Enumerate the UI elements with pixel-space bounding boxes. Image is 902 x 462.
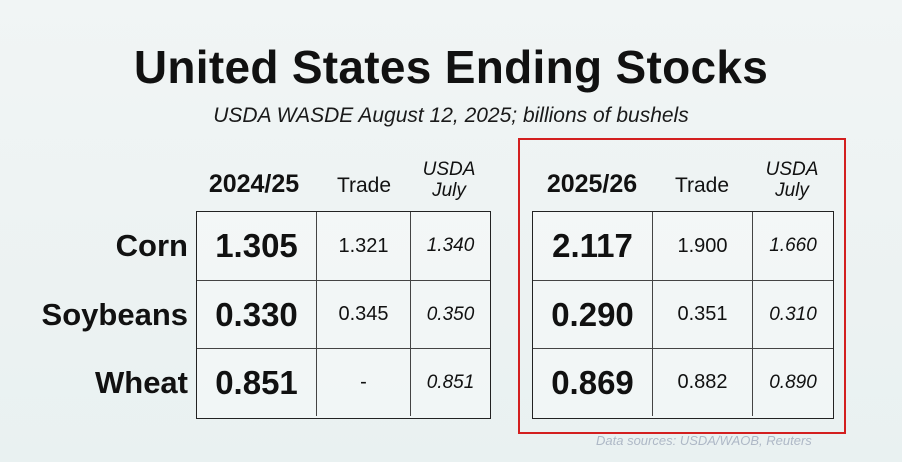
trade-2024-wheat: - — [360, 371, 367, 393]
table-cell: 0.882 — [653, 349, 753, 416]
trade-2024-corn: 1.321 — [338, 234, 389, 257]
highlight-box-2025-26 — [518, 138, 846, 434]
usda-2025-wheat: 0.890 — [769, 371, 817, 393]
value-2025-soybeans: 0.290 — [551, 295, 634, 333]
table-cell: 0.310 — [753, 281, 833, 349]
page-subtitle: USDA WASDE August 12, 2025; billions of … — [213, 104, 689, 127]
value-2025-wheat: 0.869 — [551, 363, 634, 401]
row-label-wheat: Wheat — [95, 365, 188, 400]
left-usda-header-line2: July — [432, 179, 466, 201]
usda-2024-wheat: 0.851 — [426, 371, 475, 393]
row-label-soybeans: Soybeans — [41, 297, 188, 332]
left-usda-header-line1: USDA — [422, 159, 476, 180]
right-usda-header-line2: July — [775, 179, 809, 201]
value-2025-corn: 2.117 — [552, 227, 633, 264]
right-year-header: 2025/26 — [546, 170, 638, 198]
table-cell: 1.321 — [317, 212, 411, 281]
table-cell: 0.350 — [411, 281, 490, 349]
value-2024-soybeans: 0.330 — [215, 295, 298, 333]
table-cell: 0.890 — [753, 349, 833, 416]
value-2024-wheat: 0.851 — [215, 363, 298, 401]
table-cell: 0.351 — [653, 281, 753, 349]
usda-2024-corn: 1.340 — [426, 235, 475, 256]
right-trade-header: Trade — [674, 174, 730, 197]
table-cell: 0.851 — [411, 349, 490, 416]
table-cell: 0.869 — [533, 349, 653, 416]
page-title: United States Ending Stocks — [133, 41, 769, 93]
usda-2025-corn: 1.660 — [769, 235, 817, 256]
table-cell: 0.851 — [197, 349, 317, 416]
left-year-header: 2024/25 — [208, 170, 300, 198]
table-cell: 1.900 — [653, 212, 753, 281]
value-2024-corn: 1.305 — [215, 227, 298, 264]
table-2025-26: 2.117 1.900 1.660 0.290 0.351 0.310 0.86… — [532, 211, 834, 419]
right-usda-header-line1: USDA — [765, 159, 819, 180]
trade-2025-soybeans: 0.351 — [677, 303, 728, 325]
table-cell: 2.117 — [533, 212, 653, 281]
row-label-corn: Corn — [115, 228, 188, 263]
data-source-note: Data sources: USDA/WAOB, Reuters — [596, 433, 812, 448]
usda-2024-soybeans: 0.350 — [426, 303, 475, 325]
trade-2025-corn: 1.900 — [677, 234, 728, 257]
table-2024-25: 1.305 1.321 1.340 0.330 0.345 0.350 0.85… — [196, 211, 491, 419]
table-cell: 0.290 — [533, 281, 653, 349]
trade-2025-wheat: 0.882 — [677, 371, 728, 393]
table-cell: 1.660 — [753, 212, 833, 281]
table-cell: - — [317, 349, 411, 416]
table-cell: 1.340 — [411, 212, 490, 281]
right-usda-header: USDA July — [752, 159, 832, 202]
table-cell: 1.305 — [197, 212, 317, 281]
trade-2024-soybeans: 0.345 — [338, 303, 389, 325]
table-cell: 0.345 — [317, 281, 411, 349]
left-trade-header: Trade — [336, 174, 392, 197]
left-usda-header: USDA July — [410, 159, 488, 202]
table-cell: 0.330 — [197, 281, 317, 349]
usda-2025-soybeans: 0.310 — [769, 303, 817, 325]
